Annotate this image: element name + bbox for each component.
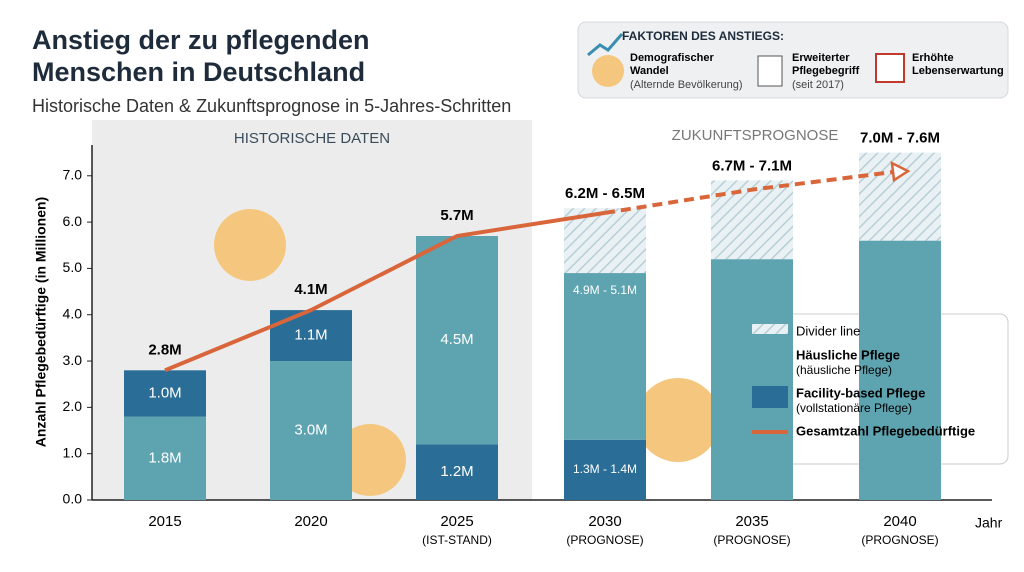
range-label: 1.3M - 1.4M [573, 462, 637, 476]
legend-label: Häusliche Pflege [796, 347, 900, 362]
x-tick-label: 2025 [440, 513, 473, 530]
bar-segment [270, 310, 352, 362]
total-range-label: 6.7M - 7.1M [712, 157, 792, 174]
total-label: 5.7M [440, 207, 473, 224]
bar-segment [124, 416, 206, 500]
icon [592, 55, 624, 87]
y-tick-label: 0.0 [63, 491, 83, 507]
factor-title: Pflegebegriff [792, 65, 860, 77]
total-line-forecast [604, 169, 901, 215]
value-label: 1.8M [148, 449, 181, 466]
value-label: 1.0M [148, 384, 181, 401]
x-tick-note: (PROGNOSE) [566, 533, 643, 547]
total-range-label: 7.0M - 7.6M [860, 130, 940, 147]
legend-label: Divider line [796, 323, 860, 338]
bar-segment [270, 361, 352, 500]
title: Anstieg der zu pflegenden [32, 25, 370, 55]
x-tick-note: (IST-STAND) [422, 533, 492, 547]
legend-label: Facility-based Pflege [796, 385, 925, 400]
icon [875, 53, 905, 83]
trend-icon [587, 33, 624, 57]
legend-swatch [752, 348, 788, 370]
value-label: 4.5M [440, 331, 473, 348]
x-tick-note: (PROGNOSE) [713, 533, 790, 547]
factor-note: (Alternde Bevölkerung) [630, 79, 743, 91]
bar-segment [564, 273, 646, 440]
total-range-label: 6.2M - 6.5M [565, 185, 645, 202]
bar-segment [416, 444, 498, 500]
value-label: 3.0M [294, 421, 327, 438]
x-tick-label: 2030 [588, 513, 621, 530]
x-tick-label: 2015 [148, 513, 181, 530]
y-tick-label: 5.0 [63, 259, 83, 275]
value-label: 1.2M [440, 463, 473, 480]
title: Menschen in Deutschland [32, 57, 365, 87]
x-tick-label: 2040 [883, 513, 916, 530]
y-tick-label: 4.0 [63, 305, 83, 321]
total-line [164, 210, 606, 373]
illustration [214, 209, 286, 281]
y-tick-label: 6.0 [63, 213, 83, 229]
icon [757, 55, 783, 87]
value-label: 1.1M [294, 327, 327, 344]
factor-heading: FAKTOREN DES ANSTIEGS: [622, 29, 784, 43]
factor-title: Demografischer [630, 52, 714, 64]
y-tick-label: 3.0 [63, 352, 83, 368]
bar-segment [711, 259, 793, 500]
section-label: HISTORISCHE DATEN [234, 130, 390, 147]
subtitle: Historische Daten & Zukunftsprognose in … [32, 96, 511, 116]
legend-note: (häusliche Pflege) [796, 363, 892, 377]
bar-segment [416, 236, 498, 445]
y-tick-label: 7.0 [63, 166, 83, 182]
illustration [636, 378, 720, 462]
bar-segment [859, 240, 941, 500]
bar-segment [124, 370, 206, 417]
factor-note: (seit 2017) [792, 79, 844, 91]
y-axis-label: Anzahl Pflegebedürftige (in Millionen) [33, 197, 49, 447]
factor-title: Erhöhte [912, 52, 954, 64]
factor-title: Lebenserwartung [912, 65, 1004, 77]
legend-swatch [752, 324, 788, 334]
legend-note: (vollstationäre Pflege) [796, 401, 912, 415]
y-tick-label: 2.0 [63, 398, 83, 414]
x-tick-note: (PROGNOSE) [861, 533, 938, 547]
x-tick-label: 2020 [294, 513, 327, 530]
total-label: 4.1M [294, 281, 327, 298]
x-tick-label: 2035 [735, 513, 768, 530]
line-arrow [890, 161, 911, 183]
x-axis-label: Jahr [975, 515, 1003, 531]
legend-swatch [752, 386, 788, 408]
factor-title: Erweiterter [792, 52, 850, 64]
y-tick-label: 1.0 [63, 444, 83, 460]
total-label: 2.8M [148, 341, 181, 358]
range-label: 4.9M - 5.1M [573, 283, 637, 297]
legend-label: Gesamtzahl Pflegebedürftige [796, 423, 975, 438]
section-label: ZUKUNFTSPROGNOSE [672, 127, 839, 144]
bar-segment [564, 439, 646, 500]
factor-title: Wandel [630, 65, 669, 77]
